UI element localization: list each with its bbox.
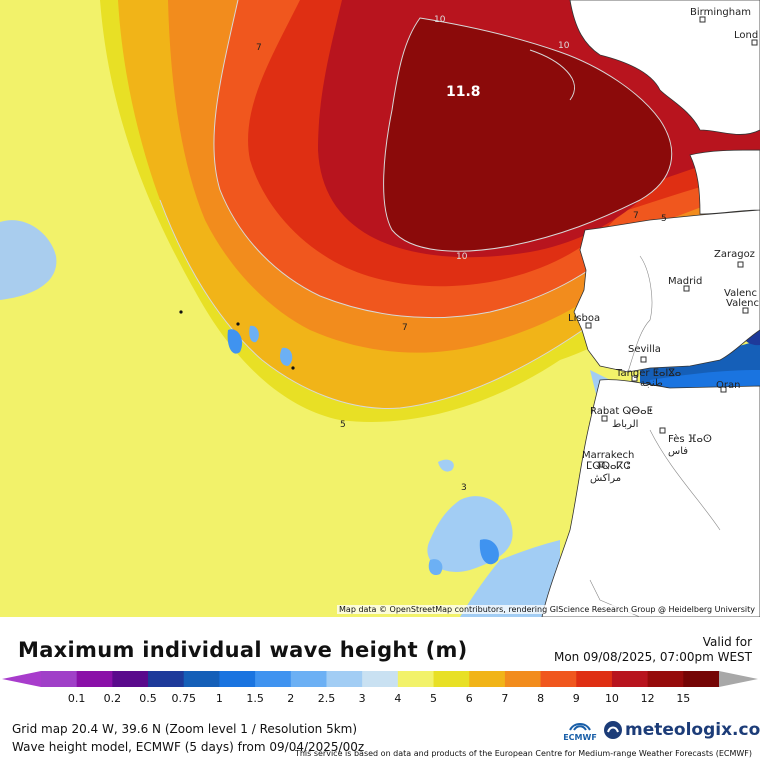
ecmwf-label: ECMWF [563,733,597,742]
legend-swatch [397,671,435,687]
contour-label: 7 [633,211,639,221]
contour-label: 3 [461,483,467,493]
legend-swatch [112,671,149,687]
city-label-marrakech: Marrakech [582,450,634,461]
valid-for-label: Valid for [702,635,752,649]
legend-tick-label: 10 [605,692,619,705]
legend-swatch [433,671,470,687]
contour-label: 10 [434,15,446,25]
legend-tick-label: 6 [466,692,473,705]
legend-swatch [183,671,220,687]
legend-swatch [504,671,542,687]
legend-tick-label: 5 [430,692,437,705]
peak-value-label: 11.8 [446,84,481,100]
legend-swatch [255,671,292,687]
legend-tick-label: 1 [216,692,223,705]
meteologix-logo[interactable]: meteologix.com [603,720,760,740]
contour-label: 5 [340,420,346,430]
legend-tick-label: 0.1 [68,692,86,705]
legend-swatch [647,671,684,687]
meteologix-emblem-icon [604,721,622,739]
contour-label: 7 [256,43,262,53]
contour-label: 7 [402,323,408,333]
city-label-sevilla: Sevilla [628,344,661,355]
model-info: Wave height model, ECMWF (5 days) from 0… [12,740,365,754]
city-label-valencia: Valenc [724,288,757,299]
city-label-marrakech-arabic: مراكش [590,473,621,484]
legend-tick-label: 9 [573,692,580,705]
legend-tick-label: 7 [501,692,508,705]
contour-label: 10 [456,252,468,262]
legend-tick-label: 15 [676,692,690,705]
legend-tick-label: 12 [641,692,655,705]
legend-swatch [611,671,649,687]
legend-swatch [219,671,256,687]
legend-swatch [540,671,577,687]
map-attribution: Map data © OpenStreetMap contributors, r… [337,605,757,614]
legend-swatch [469,671,506,687]
contour-label: 5 [661,214,667,224]
legend-swatch [76,671,113,687]
city-label-valencia: Valenc [726,298,759,309]
legend-swatch [683,671,720,687]
legend-over-arrow [719,671,758,687]
city-label-tanger: Tanger ⵟⴰⵏⴵⴰ [615,368,681,379]
legend-tick-label: 1.5 [246,692,264,705]
ecmwf-logo: ECMWF [563,720,597,742]
grid-info: Grid map 20.4 W, 39.6 N (Zoom level 1 / … [12,722,358,736]
ecmwf-emblem-icon [569,723,591,731]
city-label-tanger-arabic: طنجة [640,378,663,389]
ecmwf-disclaimer: This service is based on data and produc… [294,749,752,758]
city-label-madrid: Madrid [668,276,702,287]
city-label-fes-arabic: فاس [668,446,688,457]
brand-name: meteologix.com [625,720,760,740]
legend-under-arrow [2,671,41,687]
legend-tick-label: 2.5 [318,692,336,705]
legend-tick-label: 0.5 [139,692,157,705]
city-label-zaragoza: Zaragoz [714,249,755,260]
legend-tick-label: 4 [394,692,401,705]
valid-date: Mon 09/08/2025, 07:00pm WEST [553,650,752,664]
color-scale-legend: 0.1 0.2 0.5 0.75 1 1.5 2 2.5 3 4 5 6 7 8 9 10 12 15 [2,671,758,705]
legend-swatch [41,671,78,687]
legend-swatch [326,671,363,687]
city-label-rabat: Rabat ⵕⴱⴰⵟ [590,406,653,417]
wave-height-map[interactable]: 10 10 10 7 7 7 5 5 3 11.8 Birmingham Lon… [0,0,760,617]
city-label-rabat-arabic: الرباط [612,419,638,430]
legend-swatch [576,671,613,687]
city-label-fes: Fès ⴼⴰⵙ [668,433,712,445]
city-label-oran: Oran [716,380,740,391]
city-label-birmingham: Birmingham [690,7,751,18]
chart-title: Maximum individual wave height (m) [18,638,468,662]
legend-tick-label: 3 [359,692,366,705]
legend-swatch [148,671,185,687]
legend-tick-label: 0.2 [104,692,122,705]
city-label-london: Lond [734,30,758,41]
contour-label: 10 [558,41,570,51]
city-label-lisboa: Lisboa [568,313,600,324]
legend-swatch [362,671,399,687]
legend-tick-label: 2 [287,692,294,705]
legend-tick-label: 8 [537,692,544,705]
legend-tick-label: 0.75 [171,692,196,705]
legend-swatch [290,671,327,687]
city-label-marrakech-tifinagh: ⵎⵕⵕⴰⴽⵛ [586,461,630,472]
